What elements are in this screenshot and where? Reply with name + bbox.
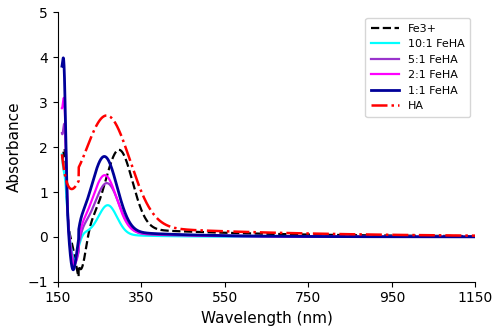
5:1 FeHA	[472, 235, 478, 239]
5:1 FeHA	[132, 229, 138, 233]
HA	[472, 234, 478, 238]
HA	[132, 174, 138, 178]
Line: 5:1 FeHA: 5:1 FeHA	[62, 124, 476, 263]
2:1 FeHA	[216, 234, 222, 238]
Fe3+	[472, 234, 478, 238]
2:1 FeHA	[306, 234, 312, 238]
1:1 FeHA	[398, 235, 404, 239]
HA	[306, 231, 312, 235]
10:1 FeHA	[398, 235, 404, 239]
1:1 FeHA	[306, 234, 312, 238]
5:1 FeHA	[327, 235, 333, 239]
HA	[367, 232, 373, 236]
X-axis label: Wavelength (nm): Wavelength (nm)	[200, 311, 332, 326]
10:1 FeHA	[327, 235, 333, 239]
5:1 FeHA	[216, 234, 222, 238]
10:1 FeHA	[306, 235, 312, 239]
10:1 FeHA	[367, 235, 373, 239]
2:1 FeHA	[472, 235, 478, 239]
Line: 10:1 FeHA: 10:1 FeHA	[62, 155, 476, 260]
HA	[327, 232, 333, 236]
Y-axis label: Absorbance: Absorbance	[7, 102, 22, 192]
Fe3+	[306, 232, 312, 236]
Fe3+	[367, 233, 373, 237]
Line: 2:1 FeHA: 2:1 FeHA	[62, 98, 476, 265]
Fe3+	[132, 189, 138, 193]
Fe3+	[398, 234, 404, 238]
1:1 FeHA	[472, 235, 478, 239]
Fe3+	[327, 233, 333, 237]
Line: HA: HA	[62, 116, 476, 236]
2:1 FeHA	[398, 235, 404, 239]
Fe3+	[216, 230, 222, 234]
1:1 FeHA	[216, 233, 222, 237]
5:1 FeHA	[306, 235, 312, 239]
5:1 FeHA	[398, 235, 404, 239]
1:1 FeHA	[327, 234, 333, 238]
Legend: Fe3+, 10:1 FeHA, 5:1 FeHA, 2:1 FeHA, 1:1 FeHA, HA: Fe3+, 10:1 FeHA, 5:1 FeHA, 2:1 FeHA, 1:1…	[366, 18, 470, 117]
Line: Fe3+: Fe3+	[62, 149, 476, 277]
2:1 FeHA	[367, 235, 373, 239]
HA	[398, 233, 404, 237]
1:1 FeHA	[132, 227, 138, 231]
10:1 FeHA	[216, 235, 222, 239]
10:1 FeHA	[472, 235, 478, 239]
2:1 FeHA	[132, 229, 138, 233]
1:1 FeHA	[367, 235, 373, 239]
10:1 FeHA	[132, 233, 138, 237]
Line: 1:1 FeHA: 1:1 FeHA	[62, 58, 476, 270]
5:1 FeHA	[367, 235, 373, 239]
2:1 FeHA	[327, 235, 333, 239]
HA	[216, 229, 222, 233]
